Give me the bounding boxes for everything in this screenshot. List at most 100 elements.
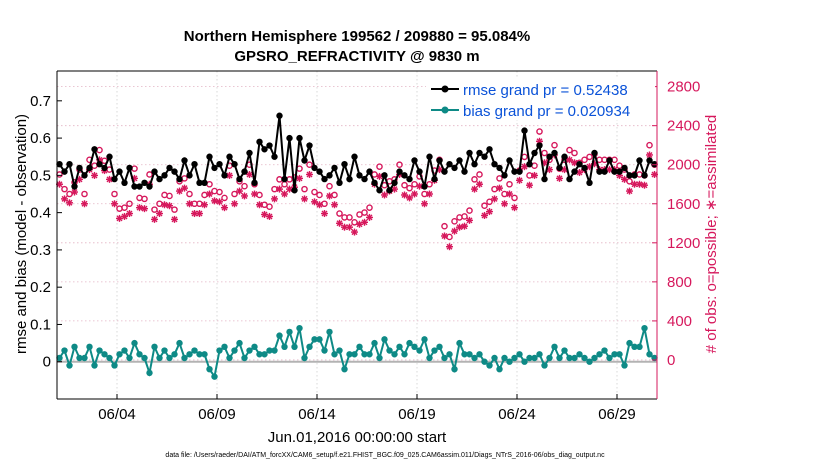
x-tick-label: 06/14 — [298, 406, 336, 423]
obs-assimilated-stroke — [476, 181, 483, 188]
obs-assimilated-marker — [426, 190, 433, 198]
y-right-tick-label: 2400 — [667, 118, 700, 135]
obs-possible-marker — [406, 184, 413, 192]
bias-point — [581, 354, 588, 362]
obs-assimilated-stroke — [521, 163, 528, 170]
obs-assimilated-marker — [316, 201, 323, 209]
obs-possible-marker — [156, 200, 163, 208]
obs-assimilated-stroke — [56, 181, 63, 188]
rmse-point — [141, 179, 148, 187]
obs-assimilated-stroke — [316, 201, 323, 208]
rmse-point — [266, 142, 273, 149]
rmse-point — [126, 164, 133, 172]
obs-assimilated-stroke — [626, 188, 633, 195]
rmse-point — [391, 179, 398, 187]
legend-rmse-marker — [441, 85, 449, 93]
bias-point — [641, 324, 648, 332]
obs-assimilated-stroke — [546, 166, 553, 173]
obs-assimilated-marker — [476, 180, 483, 188]
obs-possible-marker — [216, 188, 223, 196]
obs-assimilated-stroke — [416, 183, 423, 190]
bias-point — [56, 354, 63, 362]
bias-point — [86, 343, 93, 351]
obs-assimilated-marker — [366, 213, 373, 221]
bias-point — [276, 332, 283, 339]
rmse-point — [186, 172, 193, 179]
obs-assimilated-marker — [361, 218, 368, 226]
obs-assimilated-stroke — [256, 201, 263, 208]
y-left-axis-label: rmse and bias (model - observation) — [13, 114, 30, 354]
obs-possible-marker — [181, 175, 188, 182]
rmse-point — [56, 160, 63, 168]
bias-point — [76, 354, 83, 362]
obs-possible-marker — [301, 185, 308, 193]
bias-point — [236, 339, 243, 347]
bias-point — [316, 336, 323, 343]
rmse-point — [326, 172, 333, 179]
obs-possible-marker — [256, 191, 263, 199]
bias-point — [271, 347, 278, 354]
obs-possible-marker — [491, 185, 498, 193]
legend-box — [426, 78, 655, 120]
obs-assimilated-stroke — [331, 201, 338, 208]
obs-assimilated-marker — [61, 195, 68, 203]
legend-bias-marker — [441, 106, 449, 114]
rmse-point — [146, 183, 153, 190]
obs-assimilated-stroke — [91, 172, 98, 179]
obs-assimilated-marker — [351, 228, 358, 236]
obs-possible-marker — [376, 163, 383, 170]
bias-point — [496, 365, 503, 373]
y-right-tick-label: 0 — [667, 352, 675, 369]
bias-point — [246, 347, 253, 354]
data-file-footer: data file: /Users/raeder/DAI/ATM_forcXX/… — [165, 452, 605, 459]
rmse-point — [556, 164, 563, 172]
obs-assimilated-stroke — [646, 151, 653, 158]
obs-assimilated-stroke — [226, 172, 233, 179]
bias-point — [306, 343, 313, 351]
obs-possible-marker — [311, 188, 318, 196]
obs-assimilated-stroke — [381, 191, 388, 198]
obs-assimilated-stroke — [301, 195, 308, 202]
obs-assimilated-stroke — [451, 228, 458, 235]
obs-assimilated-stroke — [66, 199, 73, 206]
obs-assimilated-marker — [421, 200, 428, 208]
bias-point — [261, 351, 268, 358]
rmse-point — [246, 149, 253, 157]
obs-assimilated-marker — [496, 184, 503, 192]
obs-assimilated-marker — [136, 204, 143, 212]
obs-assimilated-marker — [621, 175, 628, 183]
obs-assimilated-stroke — [481, 212, 488, 219]
bias-point — [466, 351, 473, 358]
obs-assimilated-stroke — [311, 198, 318, 205]
bias-point — [551, 343, 558, 351]
obs-assimilated-marker — [466, 216, 473, 224]
obs-assimilated-marker — [641, 181, 648, 189]
obs-possible-marker — [221, 194, 228, 202]
bias-point — [391, 351, 398, 358]
obs-possible-marker — [426, 180, 433, 188]
obs-assimilated-marker — [336, 219, 343, 227]
rmse-point — [91, 146, 98, 153]
obs-assimilated-stroke — [631, 181, 638, 188]
rmse-point — [121, 179, 128, 187]
rmse-point — [541, 175, 548, 183]
bias-point — [311, 336, 318, 343]
obs-assimilated-stroke — [376, 173, 383, 180]
rmse-point — [476, 149, 483, 157]
rmse-point — [331, 164, 338, 172]
obs-assimilated-marker — [566, 156, 573, 164]
obs-assimilated-marker — [626, 187, 633, 195]
bias-point — [176, 339, 183, 347]
obs-assimilated-marker — [236, 187, 243, 195]
bias-point — [446, 351, 453, 358]
bias-point — [486, 362, 493, 369]
rmse-point — [251, 179, 258, 187]
rmse-point — [536, 142, 543, 149]
x-tick-label: 06/19 — [398, 406, 436, 423]
obs-possible-marker — [441, 222, 448, 230]
bias-point — [251, 343, 258, 351]
bias-point — [91, 362, 98, 369]
obs-assimilated-marker — [311, 198, 318, 206]
bias-point — [181, 354, 188, 362]
obs-assimilated-marker — [196, 210, 203, 218]
